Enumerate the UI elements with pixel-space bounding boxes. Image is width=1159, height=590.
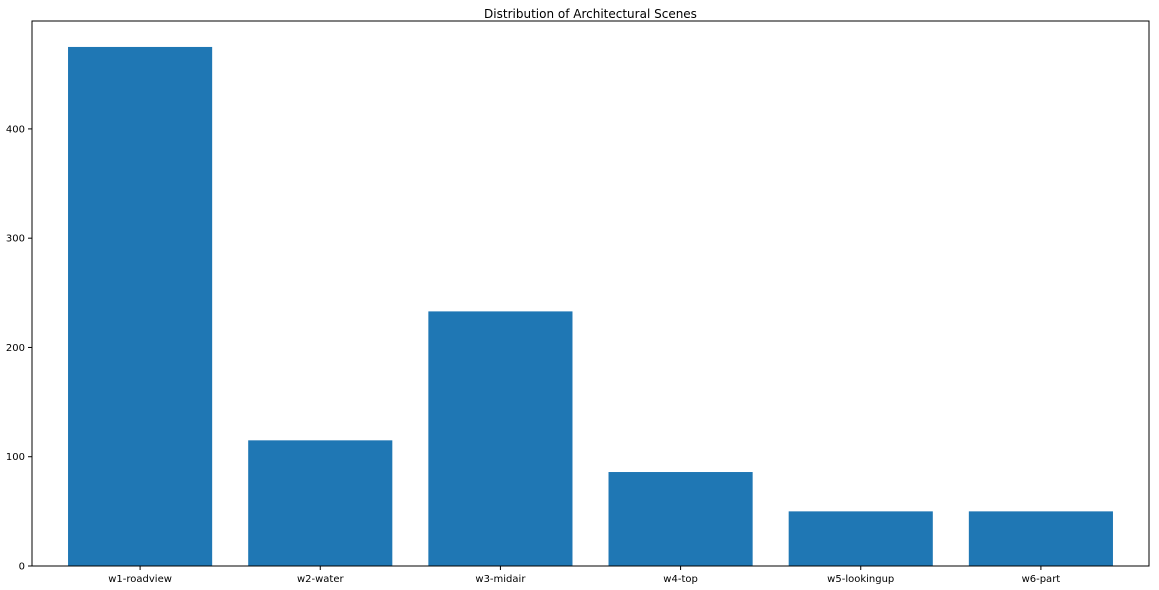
- y-axis-ticks: 0 100 200 300 400: [6, 124, 32, 573]
- x-tick-label: w6-part: [1022, 574, 1061, 585]
- y-tick-label: 400: [6, 124, 25, 135]
- bar-w4-top: [608, 472, 753, 566]
- bar-w5-lookingup: [788, 511, 933, 566]
- y-tick-label: 0: [19, 562, 25, 573]
- y-tick-label: 200: [6, 343, 25, 354]
- plot-area-frame: [31, 20, 1150, 567]
- x-tick-label: w4-top: [663, 574, 698, 585]
- x-axis-ticks: w1-roadview w2-water w3-midair w4-top w5-loo…: [108, 566, 1060, 585]
- y-tick-label: 100: [6, 452, 25, 463]
- bar-w2-water: [248, 440, 393, 566]
- x-tick-label: w1-roadview: [108, 574, 172, 585]
- chart-title: Distribution of Architectural Scenes: [484, 7, 697, 21]
- bars-group: [68, 46, 1113, 566]
- bar-w1-roadview: [68, 46, 213, 566]
- bar-w3-midair: [428, 311, 573, 566]
- x-tick-label: w5-lookingup: [827, 574, 894, 585]
- x-tick-label: w2-water: [297, 574, 345, 585]
- bar-w6-part: [968, 511, 1113, 566]
- y-tick-label: 300: [6, 234, 25, 245]
- x-tick-label: w3-midair: [475, 574, 526, 585]
